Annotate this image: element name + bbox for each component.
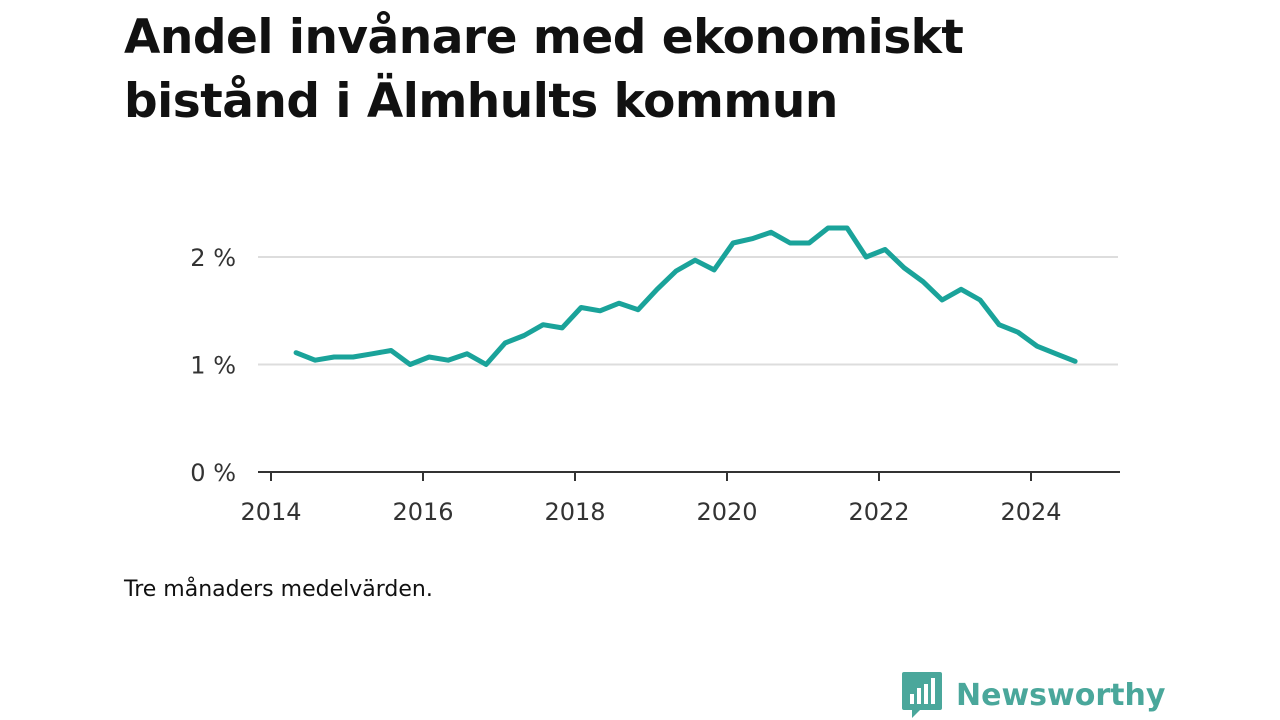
y-tick-label: 2 % [190,244,236,272]
x-tick-label: 2018 [544,498,605,526]
y-tick-label: 0 % [190,459,236,487]
chart-title-line-1: Andel invånare med ekonomiskt [124,10,964,65]
series-line [293,225,1078,367]
x-tick-label: 2024 [1000,498,1061,526]
x-tick-label: 2014 [240,498,301,526]
y-tick-label: 1 % [190,352,236,380]
chart-title-line-2: bistånd i Älmhults kommun [124,74,838,129]
x-tick-label: 2016 [392,498,453,526]
x-tick-label: 2020 [696,498,757,526]
brand-name: Newsworthy [956,677,1166,713]
bar-chart-logo-icon [902,672,942,718]
x-tick-label: 2022 [848,498,909,526]
chart-title: Andel invånare med ekonomiskt bistånd i … [124,6,1124,134]
chart-note: Tre månaders medelvärden. [124,577,433,602]
brand-logo: Newsworthy [900,670,1165,720]
